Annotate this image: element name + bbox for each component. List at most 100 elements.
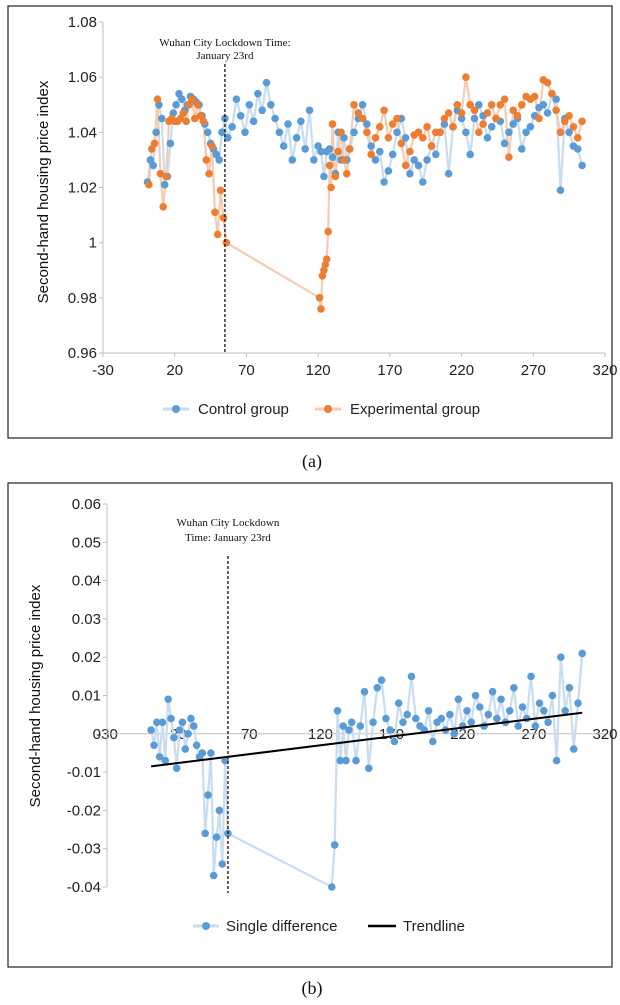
single-difference-point xyxy=(207,749,215,757)
single-difference-point xyxy=(399,718,407,727)
single-difference-point xyxy=(356,722,365,730)
panel-b-annotation-line-1: Wuhan City Lockdown xyxy=(177,517,280,529)
single-difference-point xyxy=(150,741,158,750)
control-group-point xyxy=(423,156,431,164)
control-group-point xyxy=(258,106,267,115)
experimental-group-point xyxy=(345,145,354,153)
control-group-point xyxy=(320,172,328,181)
experimental-group-point xyxy=(182,117,190,126)
panel-b-legend: Single difference Trendline xyxy=(193,918,465,935)
single-difference-point xyxy=(328,883,336,891)
experimental-group-point xyxy=(358,114,367,123)
control-group-point xyxy=(249,117,258,126)
experimental-group-point xyxy=(325,161,334,170)
experimental-group-point xyxy=(436,128,444,137)
y-tick-label: 0 xyxy=(93,726,101,743)
control-group-point xyxy=(539,101,548,109)
single-difference-point xyxy=(360,687,369,696)
control-group-point xyxy=(419,178,427,186)
control-group-point xyxy=(203,128,212,137)
panel-b-chart: Second-hand housing price index -0.04-0.… xyxy=(27,496,618,935)
experimental-group-point xyxy=(513,112,522,120)
legend-single-difference-label: Single difference xyxy=(226,918,337,935)
single-difference-point xyxy=(336,756,345,765)
experimental-group-point xyxy=(518,101,526,109)
single-difference-point xyxy=(527,672,535,681)
legend-experimental-swatch-dot xyxy=(324,405,332,413)
control-group-point xyxy=(245,101,254,109)
control-group-point xyxy=(487,123,496,131)
control-group-point xyxy=(218,128,226,137)
experimental-group-point xyxy=(188,95,196,103)
control-group-point xyxy=(279,142,288,150)
panel-b-frame xyxy=(7,482,613,968)
control-group-point xyxy=(221,114,229,123)
control-group-point xyxy=(432,150,440,159)
x-tick-label: 220 xyxy=(449,362,474,379)
single-difference-point xyxy=(557,653,565,661)
single-difference-point xyxy=(544,718,552,727)
single-difference-point xyxy=(170,733,178,742)
experimental-group-point xyxy=(208,142,216,150)
experimental-group-point xyxy=(388,120,397,128)
single-difference-point xyxy=(147,726,155,734)
control-group-point xyxy=(262,78,271,87)
single-difference-point xyxy=(484,710,493,719)
single-difference-point xyxy=(390,737,399,746)
experimental-group-point xyxy=(565,112,573,120)
single-difference-point xyxy=(535,699,544,707)
experimental-group-point xyxy=(315,294,324,302)
control-group-point xyxy=(160,180,169,189)
experimental-group-point xyxy=(406,147,414,156)
experimental-group-point xyxy=(317,305,325,313)
experimental-group-point xyxy=(331,172,340,181)
experimental-group-point xyxy=(457,109,466,117)
legend-control-swatch-dot xyxy=(172,405,180,413)
single-difference-point xyxy=(345,726,353,734)
experimental-group-point xyxy=(162,172,170,181)
experimental-group-point xyxy=(222,238,231,247)
single-difference-point xyxy=(403,710,412,719)
panel-a-y-ticks: 0.96 0.98 1 1.02 1.04 1.06 1.08 xyxy=(68,14,103,362)
single-difference-point xyxy=(463,707,471,715)
experimental-group-point xyxy=(470,106,479,115)
control-group-point xyxy=(393,128,401,137)
single-difference-point xyxy=(510,684,518,692)
single-difference-point xyxy=(158,718,167,727)
control-group-point xyxy=(292,134,301,142)
y-tick-label: 1.04 xyxy=(68,124,97,141)
control-group-point xyxy=(384,167,393,175)
control-group-point xyxy=(462,128,470,137)
single-difference-point xyxy=(382,714,390,723)
experimental-group-point xyxy=(393,114,401,123)
single-difference-point xyxy=(342,756,350,765)
panel-a-series xyxy=(143,73,586,313)
experimental-group-point xyxy=(573,134,582,142)
single-difference-point xyxy=(365,764,373,773)
y-tick-label: 0.04 xyxy=(72,573,101,590)
control-group-point xyxy=(457,114,466,123)
single-difference-point xyxy=(333,707,342,715)
single-difference-point xyxy=(476,703,484,711)
experimental-group-point xyxy=(492,114,500,123)
control-group-point xyxy=(267,101,275,109)
single-difference-point xyxy=(446,710,454,719)
control-group-point xyxy=(305,106,314,115)
single-difference-point xyxy=(172,764,181,773)
single-difference-point xyxy=(192,741,201,750)
single-difference-point xyxy=(198,749,207,757)
x-tick-label: 320 xyxy=(592,362,617,379)
single-difference-point xyxy=(215,806,224,815)
y-tick-label: 0.98 xyxy=(68,290,97,307)
experimental-group-point xyxy=(509,106,517,115)
single-difference-point xyxy=(386,726,394,734)
panel-a-annotation-line-2: January 23rd xyxy=(196,50,254,62)
experimental-group-point xyxy=(530,92,539,101)
single-difference-point xyxy=(569,745,578,753)
control-group-point xyxy=(367,142,376,150)
single-difference-point xyxy=(454,695,463,704)
experimental-group-point xyxy=(444,109,453,117)
single-difference-point xyxy=(488,687,497,696)
experimental-group-point xyxy=(561,117,569,126)
y-tick-label: 1.08 xyxy=(68,14,97,31)
